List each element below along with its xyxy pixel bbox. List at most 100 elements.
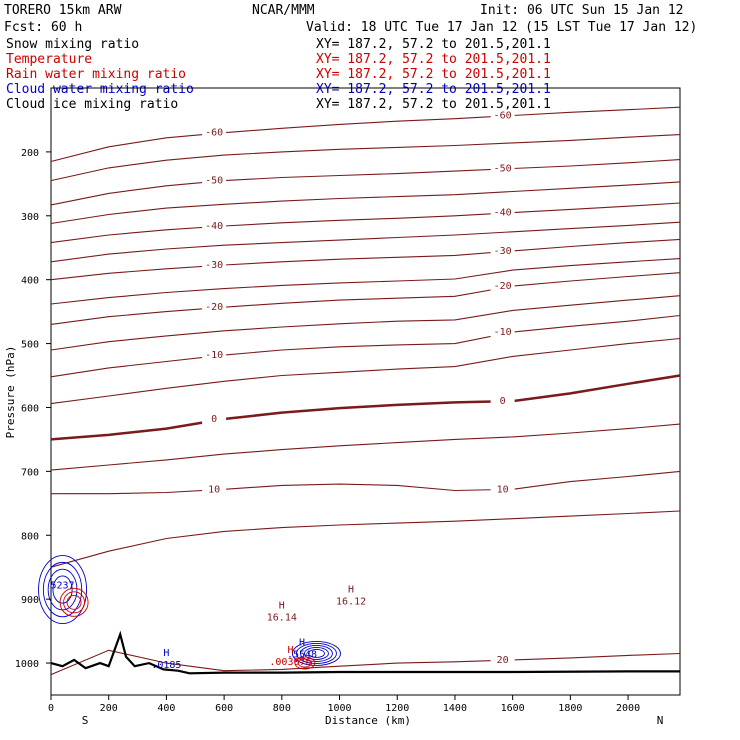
isotherm-label-bg <box>490 162 515 175</box>
extremum-marker: H <box>348 584 354 595</box>
isotherm-label: -30 <box>205 260 223 271</box>
extremum-value: .003076 <box>269 657 311 668</box>
legend-xy-rain: XY= 187.2, 57.2 to 201.5,201.1 <box>316 67 551 82</box>
extremum-marker: H <box>279 600 285 611</box>
legend-label-temperature: Temperature <box>6 52 92 67</box>
legend-xy-cloud-ice: XY= 187.2, 57.2 to 201.5,201.1 <box>316 97 551 112</box>
cloud-water-contour <box>299 645 333 662</box>
isotherm-lines: -60 -60 -50 -50 -40 -40 -30 -30 -20 -20 -10 -10 0 0 10… <box>50 106 681 676</box>
x-tick-label: 1200 <box>385 703 409 714</box>
isotherm-m20 <box>50 272 681 325</box>
legend-xy-snow: XY= 187.2, 57.2 to 201.5,201.1 <box>316 37 551 52</box>
legend-label-rain: Rain water mixing ratio <box>6 67 186 82</box>
isotherm-label: -10 <box>494 327 512 338</box>
isotherm-m25 <box>50 258 681 305</box>
x-tick-label: 400 <box>157 703 175 714</box>
x-tick-label: 0 <box>48 703 54 714</box>
isotherm-label: 0 <box>211 414 217 425</box>
init-time: Init: 06 UTC Sun 15 Jan 12 <box>480 3 684 18</box>
isotherm-label: 10 <box>208 484 220 495</box>
isotherm-label: -10 <box>205 350 223 361</box>
isotherm-label-bg <box>202 483 227 496</box>
isotherm-m45 <box>50 181 681 225</box>
x-tick-label: 2000 <box>616 703 640 714</box>
rain-water-contour <box>66 594 82 610</box>
isotherm-label-bg <box>490 326 515 339</box>
extremum-value: .5548 <box>287 649 317 660</box>
isotherm-label: -40 <box>205 221 223 232</box>
isotherm-label: -60 <box>494 110 512 121</box>
model-name: TORERO 15km ARW <box>4 3 122 18</box>
isotherm-m55 <box>50 134 681 182</box>
legend: Snow mixing ratio XY= 187.2, 57.2 to 201… <box>6 37 551 112</box>
isotherm-label: 20 <box>497 655 509 666</box>
extremum-value: 5237 <box>50 580 74 591</box>
y-axis: 200 300 400 500 600 700 800 900 1000 <box>15 148 51 670</box>
isotherm-15 <box>50 510 681 568</box>
extremum-value: 16.12 <box>336 596 366 607</box>
isotherm-m50 <box>50 159 681 206</box>
x-tick-label: 600 <box>215 703 233 714</box>
forecast-hour: Fcst: 60 h <box>4 20 82 35</box>
isotherm-10 <box>51 470 681 495</box>
isotherm-label: -40 <box>494 208 512 219</box>
isotherm-label: -20 <box>494 281 512 292</box>
isotherm-label-bg <box>490 206 515 219</box>
isotherm-label-bg <box>490 244 515 257</box>
rain-water-contour <box>59 587 89 617</box>
x-tick-label: 1400 <box>443 703 467 714</box>
legend-label-cloud-water: Cloud water mixing ratio <box>6 82 194 97</box>
isotherm-m35 <box>50 221 681 263</box>
plot-frame <box>50 87 681 696</box>
rain-water-contour <box>297 658 313 668</box>
legend-xy-temperature: XY= 187.2, 57.2 to 201.5,201.1 <box>316 52 551 67</box>
isotherm-label: -60 <box>205 128 223 139</box>
terrain-line <box>50 630 680 675</box>
cloud-contours <box>38 555 341 670</box>
extremum-value: .0185 <box>151 660 181 671</box>
isotherm-5 <box>50 423 681 471</box>
x-tick-label: 800 <box>273 703 291 714</box>
isotherm-label-bg <box>202 349 227 362</box>
isotherm-label: -50 <box>494 164 512 175</box>
y-tick-label: 1000 <box>15 659 39 670</box>
extremum-marker: H <box>299 637 305 648</box>
x-tick-label: 200 <box>100 703 118 714</box>
y-tick-label: 300 <box>21 212 39 223</box>
isotherm-m10 <box>50 314 681 378</box>
south-end-label: S <box>82 714 89 727</box>
isotherm-label-bg <box>490 280 515 293</box>
north-end-label: N <box>657 714 664 727</box>
valid-time: Valid: 18 UTC Tue 17 Jan 12 (15 LST Tue … <box>306 20 697 35</box>
isotherm-0 <box>50 374 681 441</box>
cloud-water-contour <box>307 649 325 658</box>
cloud-water-contour <box>291 641 341 666</box>
terrain-profile <box>50 630 680 675</box>
cloud-water-contour <box>38 555 87 625</box>
isotherm-label-bg <box>202 301 227 314</box>
isotherm-20 <box>50 649 681 676</box>
y-tick-label: 900 <box>21 595 39 606</box>
legend-xy-cloud-water: XY= 187.2, 57.2 to 201.5,201.1 <box>316 82 551 97</box>
cloud-water-contour <box>52 575 73 604</box>
isotherm-label: 0 <box>500 396 506 407</box>
isotherm-label-bg <box>202 126 227 139</box>
isotherm-m40 <box>50 202 681 244</box>
isotherm-label: -20 <box>205 302 223 313</box>
isotherm-label-bg <box>202 412 227 425</box>
x-tick-label: 1000 <box>327 703 351 714</box>
legend-label-cloud-ice: Cloud ice mixing ratio <box>6 97 178 112</box>
y-axis-label: Pressure (hPa) <box>4 346 17 439</box>
y-tick-label: 600 <box>21 403 39 414</box>
x-axis-label: Distance (km) <box>325 714 411 727</box>
rain-water-contour <box>63 591 86 614</box>
isotherm-m60 <box>50 106 681 163</box>
y-tick-label: 200 <box>21 148 39 159</box>
y-tick-label: 400 <box>21 276 39 287</box>
isotherm-label-bg <box>202 220 227 233</box>
isotherm-label-bg <box>202 258 227 271</box>
cloud-water-contour <box>303 647 329 660</box>
x-axis: 0 200 400 600 800 1000 1200 1400 1600 1800 2000 <box>48 695 640 714</box>
